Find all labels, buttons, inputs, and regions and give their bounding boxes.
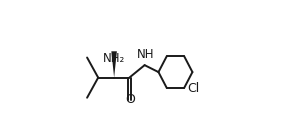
Text: O: O (125, 93, 135, 106)
Text: Cl: Cl (187, 81, 200, 94)
Polygon shape (111, 51, 117, 78)
Text: NH: NH (137, 48, 154, 61)
Text: NH₂: NH₂ (103, 52, 125, 65)
